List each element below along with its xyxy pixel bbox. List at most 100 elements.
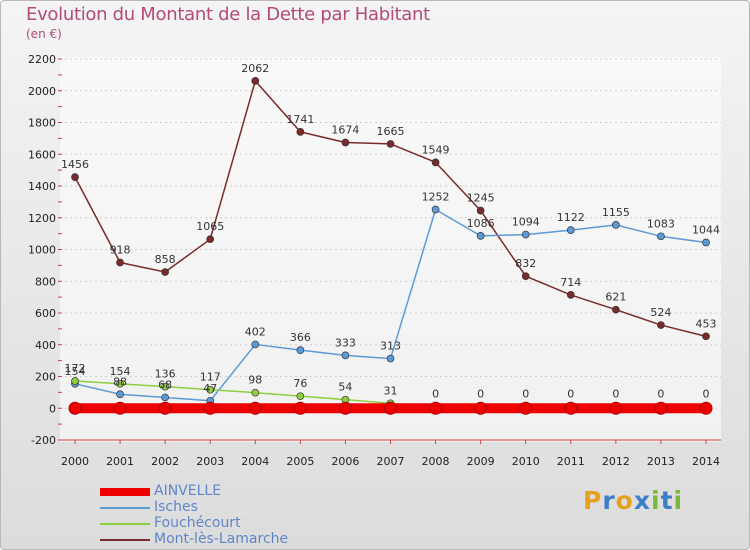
data-label: 172 xyxy=(65,362,86,375)
data-point xyxy=(248,401,262,415)
data-point xyxy=(476,206,485,215)
data-point xyxy=(296,128,305,136)
data-label: 333 xyxy=(335,336,356,349)
data-point xyxy=(519,401,533,415)
data-label: 1155 xyxy=(602,206,630,219)
data-label: 0 xyxy=(432,387,439,400)
data-label: 524 xyxy=(650,306,671,319)
data-label: 47 xyxy=(203,382,217,395)
data-label: 1245 xyxy=(467,192,495,205)
y-tick-label: -200 xyxy=(31,434,56,447)
y-tick-label: 2000 xyxy=(28,85,56,98)
data-point xyxy=(654,401,668,415)
data-point xyxy=(161,268,169,276)
data-point xyxy=(68,401,82,415)
data-point xyxy=(474,401,488,415)
data-label: 154 xyxy=(110,365,131,378)
data-point xyxy=(161,393,169,402)
data-label: 1665 xyxy=(377,125,405,138)
data-point xyxy=(113,401,127,415)
data-label: 832 xyxy=(515,257,536,270)
data-point xyxy=(476,231,485,240)
data-label: 98 xyxy=(248,374,262,387)
y-tick-label: 1600 xyxy=(28,148,56,161)
data-label: 76 xyxy=(293,377,307,390)
data-point xyxy=(384,401,397,415)
legend-label: Mont-lès-Lamarche xyxy=(154,531,289,547)
logo-letter: i xyxy=(651,486,661,515)
data-label: 858 xyxy=(155,253,176,266)
data-point xyxy=(612,305,620,314)
data-label: 1122 xyxy=(557,211,585,224)
data-point xyxy=(699,401,713,415)
x-tick-label: 2007 xyxy=(377,455,405,468)
x-tick-label: 2011 xyxy=(557,455,585,468)
data-point xyxy=(341,351,350,360)
x-tick-label: 2005 xyxy=(286,455,314,468)
data-label: 918 xyxy=(110,244,131,257)
data-label: 54 xyxy=(338,381,352,394)
legend-swatch xyxy=(100,523,150,525)
data-point xyxy=(251,340,260,349)
data-label: 714 xyxy=(560,276,581,289)
data-label: 88 xyxy=(113,375,127,388)
data-label: 68 xyxy=(158,378,172,391)
data-point xyxy=(296,392,305,401)
y-tick-label: 2200 xyxy=(28,53,56,66)
data-point xyxy=(386,140,395,148)
data-label: 0 xyxy=(657,387,664,400)
data-point xyxy=(657,321,665,329)
data-point xyxy=(657,232,665,241)
data-label: 1086 xyxy=(467,217,495,230)
logo-letter: P xyxy=(583,486,603,515)
data-label: 0 xyxy=(522,387,529,400)
data-label: 1741 xyxy=(286,113,314,126)
data-label: 1456 xyxy=(61,158,89,171)
line-chart: -200020040060080010001200140016001800200… xyxy=(28,53,721,468)
data-label: 0 xyxy=(567,387,574,400)
data-point xyxy=(612,221,620,229)
data-point xyxy=(386,354,395,363)
data-label: 136 xyxy=(155,368,176,381)
data-label: 1674 xyxy=(331,124,359,137)
y-tick-label: 400 xyxy=(35,339,56,352)
x-tick-label: 2001 xyxy=(106,455,134,468)
data-point xyxy=(158,401,172,415)
data-point xyxy=(341,138,350,147)
y-tick-label: 1800 xyxy=(28,117,56,130)
data-label: 0 xyxy=(612,387,619,400)
x-tick-label: 2014 xyxy=(692,455,720,468)
x-tick-label: 2006 xyxy=(331,455,359,468)
data-label: 1044 xyxy=(692,224,720,237)
data-label: 453 xyxy=(696,317,717,330)
data-point xyxy=(116,379,124,388)
data-point xyxy=(702,332,710,341)
y-tick-label: 1000 xyxy=(28,244,56,257)
x-tick-label: 2003 xyxy=(196,455,224,468)
data-label: 621 xyxy=(605,291,626,304)
data-point xyxy=(566,291,575,299)
data-point xyxy=(251,388,260,397)
data-point xyxy=(431,205,440,214)
data-point xyxy=(338,401,352,415)
data-label: 0 xyxy=(703,387,710,400)
data-point xyxy=(296,346,305,354)
proxiti-logo: Proxiti xyxy=(583,486,683,515)
data-point xyxy=(251,77,260,85)
logo-letter: i xyxy=(673,486,684,515)
x-tick-label: 2012 xyxy=(602,455,630,468)
data-point xyxy=(564,401,578,415)
data-point xyxy=(293,401,307,415)
data-label: 2062 xyxy=(241,62,269,75)
data-label: 313 xyxy=(380,340,401,353)
logo-letter: x xyxy=(633,486,651,515)
data-point xyxy=(161,382,169,391)
data-point xyxy=(203,401,217,415)
data-label: 1549 xyxy=(422,143,450,156)
y-tick-label: 0 xyxy=(49,402,56,415)
x-tick-label: 2009 xyxy=(467,455,495,468)
y-tick-label: 1400 xyxy=(28,180,56,193)
data-label: 31 xyxy=(384,384,398,397)
data-point xyxy=(521,230,530,239)
data-label: 0 xyxy=(477,387,484,400)
